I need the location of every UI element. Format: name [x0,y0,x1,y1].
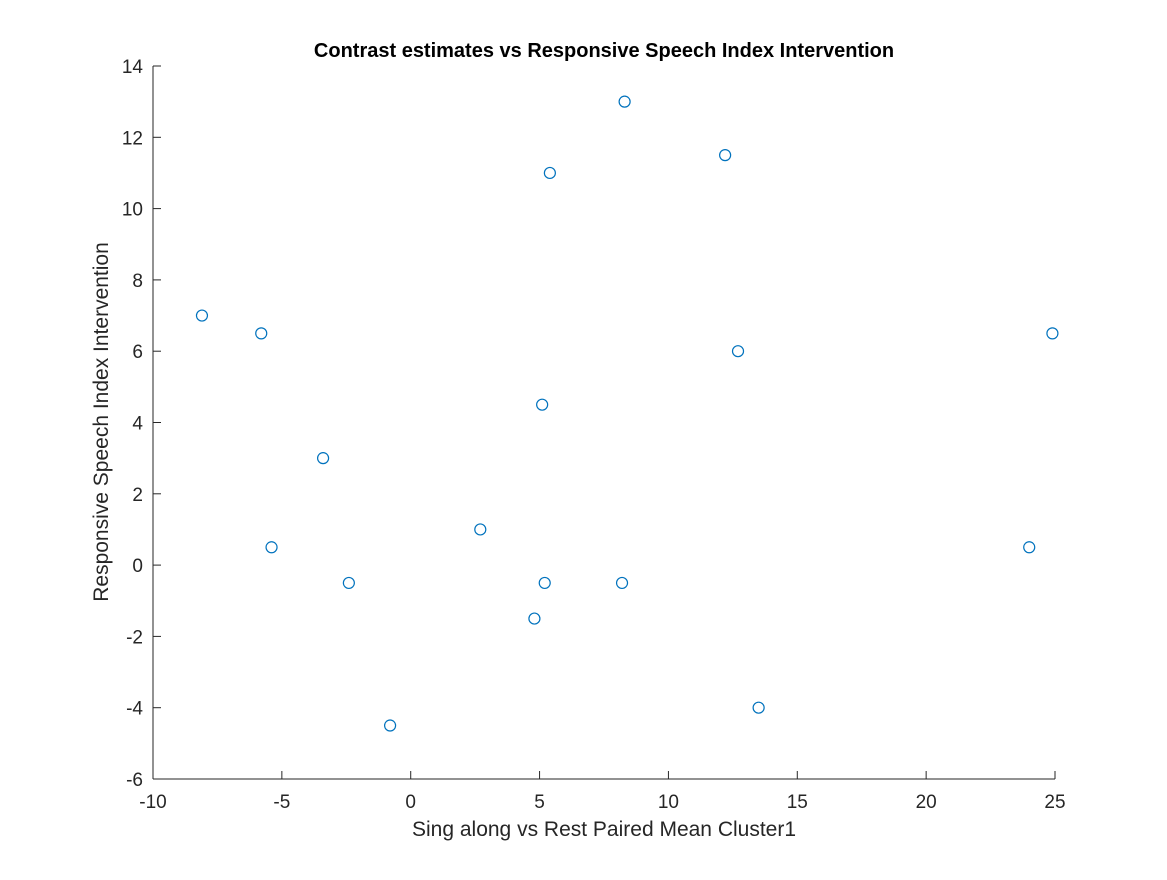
data-point [719,149,732,162]
data-point [752,701,765,714]
x-tick-label: -10 [139,792,166,813]
data-point [538,576,551,590]
y-tick-label: 4 [132,414,143,435]
y-tick-label: 6 [132,342,143,363]
data-point [1046,327,1059,340]
data-point [528,612,541,625]
y-tick-label: 10 [122,200,143,221]
data-points [195,95,1059,732]
y-tick-label: 14 [122,57,144,78]
x-tick-label: 20 [916,792,937,813]
data-point [265,541,278,554]
data-point [543,166,556,180]
chart-title: Contrast estimates vs Responsive Speech … [314,40,894,62]
data-point [383,719,397,732]
y-tick-label: 0 [132,556,143,577]
data-point [342,576,355,590]
x-tick-label: 15 [787,792,808,813]
y-tick-label: -6 [126,770,143,791]
x-tick-label: 5 [534,792,545,813]
data-point [316,452,330,465]
data-point [255,327,268,340]
y-tick-label: -4 [126,699,143,720]
y-tick-label: 8 [132,271,143,292]
data-point [195,309,209,322]
data-point [536,398,549,411]
y-tick-label: 2 [132,485,143,506]
x-tick-label: 10 [658,792,679,813]
data-point [615,576,629,590]
data-point [474,523,487,536]
x-axis-ticks: -10 -5 0 5 10 15 20 25 [139,771,1066,813]
data-point [731,345,745,358]
data-point [1023,541,1036,554]
data-point [618,95,631,108]
x-tick-label: 25 [1044,792,1065,813]
axes [152,66,1055,780]
x-axis-label: Sing along vs Rest Paired Mean Cluster1 [412,818,796,841]
y-axis-ticks: -6 -4 -2 0 2 4 6 8 10 12 14 [122,57,161,791]
x-tick-label: 0 [405,792,416,813]
y-axis-label: Responsive Speech Index Intervention [90,242,113,602]
y-tick-label: -2 [126,627,143,648]
x-tick-label: -5 [273,792,290,813]
y-tick-label: 12 [122,128,143,149]
